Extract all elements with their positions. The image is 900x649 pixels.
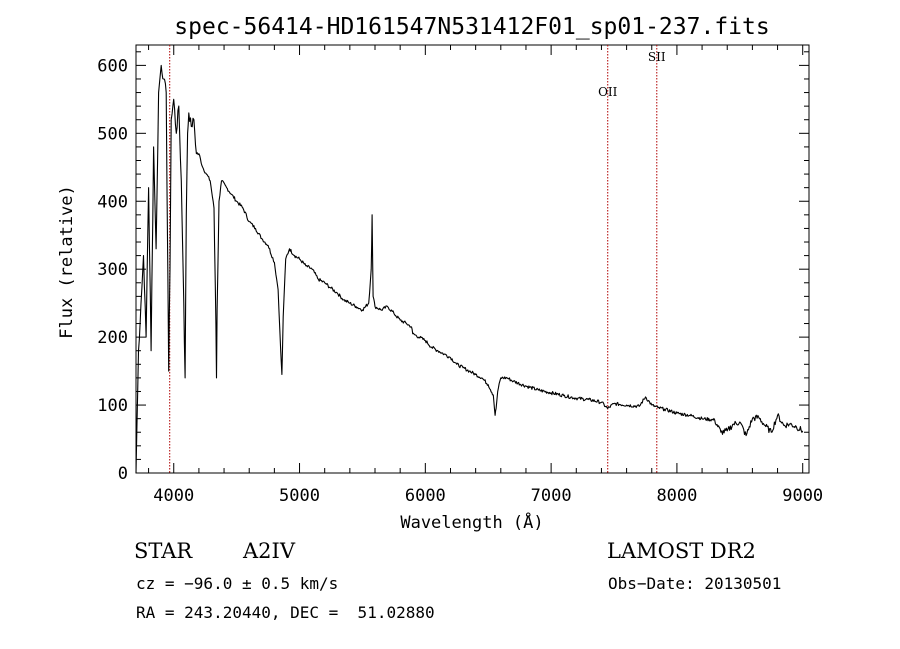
y-tick-label: 500	[97, 124, 128, 144]
x-tick-label: 9000	[782, 486, 823, 506]
y-tick-label: 600	[97, 56, 128, 76]
x-tick-label: 5000	[279, 486, 320, 506]
chart-title: spec-56414-HD161547N531412F01_sp01-237.f…	[174, 14, 769, 40]
spectrum-line	[135, 64, 804, 474]
y-tick-label: 200	[97, 328, 128, 348]
y-axis-label: Flux (relative)	[57, 185, 77, 339]
y-tick-labels: 0 100 200 300 400 500 600	[97, 56, 128, 484]
x-tick-label: 8000	[656, 486, 697, 506]
emission-line-markers: OII SII	[169, 45, 666, 473]
y-tick-label: 300	[97, 260, 128, 280]
observation-date: Obs−Date: 20130501	[608, 574, 782, 593]
ra-dec-coordinates: RA = 243.20440, DEC = 51.02880	[136, 603, 435, 622]
line-marker-label: SII	[648, 50, 666, 64]
y-tick-label: 100	[97, 396, 128, 416]
x-tick-label: 4000	[153, 486, 194, 506]
line-marker-label: OII	[598, 85, 618, 99]
axis-ticks	[136, 45, 809, 474]
redshift-cz: cz = −96.0 ± 0.5 km/s	[136, 574, 339, 593]
x-tick-label: 6000	[405, 486, 446, 506]
x-tick-label: 7000	[531, 486, 572, 506]
plot-frame	[135, 44, 810, 474]
object-subclass: A2IV	[243, 539, 295, 563]
x-axis-label: Wavelength (Å)	[400, 511, 543, 533]
survey-name: LAMOST DR2	[607, 539, 756, 563]
x-tick-labels: 4000 5000 6000 7000 8000 9000	[153, 486, 823, 506]
y-tick-label: 0	[118, 464, 128, 484]
object-class: STAR	[134, 539, 193, 563]
y-tick-label: 400	[97, 192, 128, 212]
